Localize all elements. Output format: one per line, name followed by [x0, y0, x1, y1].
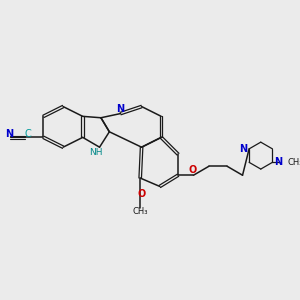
Text: N: N — [239, 144, 247, 154]
Text: C: C — [24, 129, 31, 139]
Text: O: O — [189, 166, 197, 176]
Text: CH₃: CH₃ — [132, 207, 148, 216]
Text: N: N — [116, 103, 124, 113]
Text: CH₃: CH₃ — [288, 158, 300, 167]
Text: N: N — [274, 157, 282, 167]
Text: N: N — [5, 129, 13, 139]
Text: NH: NH — [89, 148, 103, 157]
Text: O: O — [137, 189, 146, 199]
